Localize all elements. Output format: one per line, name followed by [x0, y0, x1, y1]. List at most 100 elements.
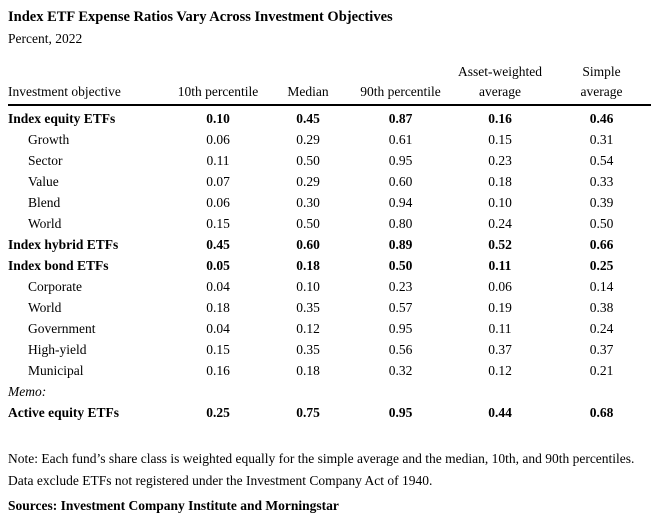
- row-label: Corporate: [28, 279, 82, 294]
- table-header: Investment objective 10th percentile Med…: [8, 62, 651, 106]
- cell-10th-percentile: 0.16: [206, 363, 230, 378]
- cell-10th-percentile: 0.15: [206, 216, 230, 231]
- cell-empty: [173, 381, 263, 402]
- row-label: High-yield: [28, 342, 87, 357]
- cell-simple-average: 0.14: [589, 279, 614, 294]
- cell-90th-percentile: 0.89: [388, 237, 413, 252]
- cell-simple-average: 0.50: [589, 216, 614, 231]
- cell-90th-percentile: 0.95: [388, 405, 413, 420]
- cell-empty: [448, 381, 552, 402]
- cell-simple-average: 0.33: [589, 174, 614, 189]
- header-row: Investment objective 10th percentile Med…: [8, 62, 651, 106]
- cell-simple-average: 0.38: [589, 300, 614, 315]
- cell-simple-average: 0.46: [589, 111, 614, 126]
- cell-asset-weighted-average: 0.11: [488, 258, 512, 273]
- column-header-asset-weighted-average: Asset-weighted average: [448, 62, 552, 106]
- row-label: Blend: [28, 195, 61, 210]
- column-header-10th-percentile: 10th percentile: [173, 62, 263, 106]
- row-label: World: [28, 216, 62, 231]
- footnotes: Note: Each fund’s share class is weighte…: [8, 448, 647, 492]
- note-line-2: Data exclude ETFs not registered under t…: [8, 473, 433, 488]
- cell-10th-percentile: 0.06: [206, 132, 230, 147]
- header-line: average: [479, 84, 521, 99]
- cell-90th-percentile: 0.95: [388, 153, 413, 168]
- cell-median: 0.45: [296, 111, 320, 126]
- cell-90th-percentile: 0.57: [388, 300, 413, 315]
- expense-ratio-table: Investment objective 10th percentile Med…: [8, 62, 651, 423]
- table-row-index-bond-etfs: Index bond ETFs 0.05 0.18 0.50 0.11 0.25: [8, 255, 651, 276]
- note-line-1: Note: Each fund’s share class is weighte…: [8, 451, 635, 466]
- header-line: Asset-weighted: [458, 64, 542, 79]
- table-row-growth: Growth 0.06 0.29 0.61 0.15 0.31: [8, 129, 651, 150]
- cell-median: 0.10: [296, 279, 320, 294]
- table-row-world-equity: World 0.15 0.50 0.80 0.24 0.50: [8, 213, 651, 234]
- table-row-world-bond: World 0.18 0.35 0.57 0.19 0.38: [8, 297, 651, 318]
- row-label: Sector: [28, 153, 63, 168]
- cell-10th-percentile: 0.15: [206, 342, 230, 357]
- cell-asset-weighted-average: 0.18: [488, 174, 512, 189]
- cell-10th-percentile: 0.11: [206, 153, 230, 168]
- cell-90th-percentile: 0.56: [388, 342, 413, 357]
- cell-median: 0.12: [296, 321, 320, 336]
- row-label: Municipal: [28, 363, 84, 378]
- cell-asset-weighted-average: 0.15: [488, 132, 512, 147]
- header-line: average: [580, 84, 623, 99]
- cell-empty: [263, 381, 353, 402]
- page-subtitle: Percent, 2022: [8, 31, 83, 46]
- page-title: Index ETF Expense Ratios Vary Across Inv…: [8, 9, 393, 25]
- cell-90th-percentile: 0.60: [388, 174, 413, 189]
- row-label: World: [28, 300, 62, 315]
- cell-10th-percentile: 0.10: [206, 111, 230, 126]
- cell-10th-percentile: 0.05: [206, 258, 230, 273]
- cell-90th-percentile: 0.61: [388, 132, 413, 147]
- row-label: Memo:: [8, 384, 47, 399]
- cell-median: 0.60: [296, 237, 320, 252]
- cell-asset-weighted-average: 0.11: [488, 321, 512, 336]
- sources-line: Sources: Investment Company Institute an…: [8, 498, 339, 513]
- cell-median: 0.30: [296, 195, 320, 210]
- cell-median: 0.35: [296, 342, 320, 357]
- cell-10th-percentile: 0.25: [206, 405, 230, 420]
- cell-simple-average: 0.24: [589, 321, 614, 336]
- table-row-municipal: Municipal 0.16 0.18 0.32 0.12 0.21: [8, 360, 651, 381]
- cell-median: 0.29: [296, 174, 320, 189]
- cell-asset-weighted-average: 0.19: [488, 300, 512, 315]
- cell-asset-weighted-average: 0.52: [488, 237, 512, 252]
- cell-90th-percentile: 0.80: [388, 216, 413, 231]
- cell-10th-percentile: 0.06: [206, 195, 230, 210]
- cell-asset-weighted-average: 0.10: [488, 195, 512, 210]
- cell-simple-average: 0.54: [589, 153, 614, 168]
- row-label: Index bond ETFs: [8, 258, 109, 273]
- cell-10th-percentile: 0.45: [206, 237, 230, 252]
- row-label: Index hybrid ETFs: [8, 237, 119, 252]
- row-label: Value: [28, 174, 59, 189]
- cell-median: 0.18: [296, 258, 320, 273]
- cell-asset-weighted-average: 0.24: [488, 216, 512, 231]
- table-row-index-hybrid-etfs: Index hybrid ETFs 0.45 0.60 0.89 0.52 0.…: [8, 234, 651, 255]
- table-body: Index equity ETFs 0.10 0.45 0.87 0.16 0.…: [8, 105, 651, 423]
- cell-asset-weighted-average: 0.44: [488, 405, 512, 420]
- column-header-simple-average: Simple average: [552, 62, 651, 106]
- cell-90th-percentile: 0.95: [388, 321, 413, 336]
- column-header-investment-objective: Investment objective: [8, 62, 173, 106]
- table-row-value: Value 0.07 0.29 0.60 0.18 0.33: [8, 171, 651, 192]
- table-row-active-equity-etfs: Active equity ETFs 0.25 0.75 0.95 0.44 0…: [8, 402, 651, 423]
- cell-90th-percentile: 0.50: [388, 258, 413, 273]
- cell-median: 0.50: [296, 153, 320, 168]
- table-row-blend: Blend 0.06 0.30 0.94 0.10 0.39: [8, 192, 651, 213]
- cell-simple-average: 0.25: [589, 258, 614, 273]
- cell-10th-percentile: 0.04: [206, 279, 230, 294]
- cell-90th-percentile: 0.87: [388, 111, 413, 126]
- cell-median: 0.35: [296, 300, 320, 315]
- table-row-corporate: Corporate 0.04 0.10 0.23 0.06 0.14: [8, 276, 651, 297]
- table-row-memo: Memo:: [8, 381, 651, 402]
- cell-empty: [552, 381, 651, 402]
- cell-simple-average: 0.21: [589, 363, 614, 378]
- cell-simple-average: 0.39: [589, 195, 614, 210]
- cell-median: 0.29: [296, 132, 320, 147]
- cell-asset-weighted-average: 0.16: [488, 111, 512, 126]
- row-label: Active equity ETFs: [8, 405, 119, 420]
- cell-simple-average: 0.68: [589, 405, 614, 420]
- table-row-high-yield: High-yield 0.15 0.35 0.56 0.37 0.37: [8, 339, 651, 360]
